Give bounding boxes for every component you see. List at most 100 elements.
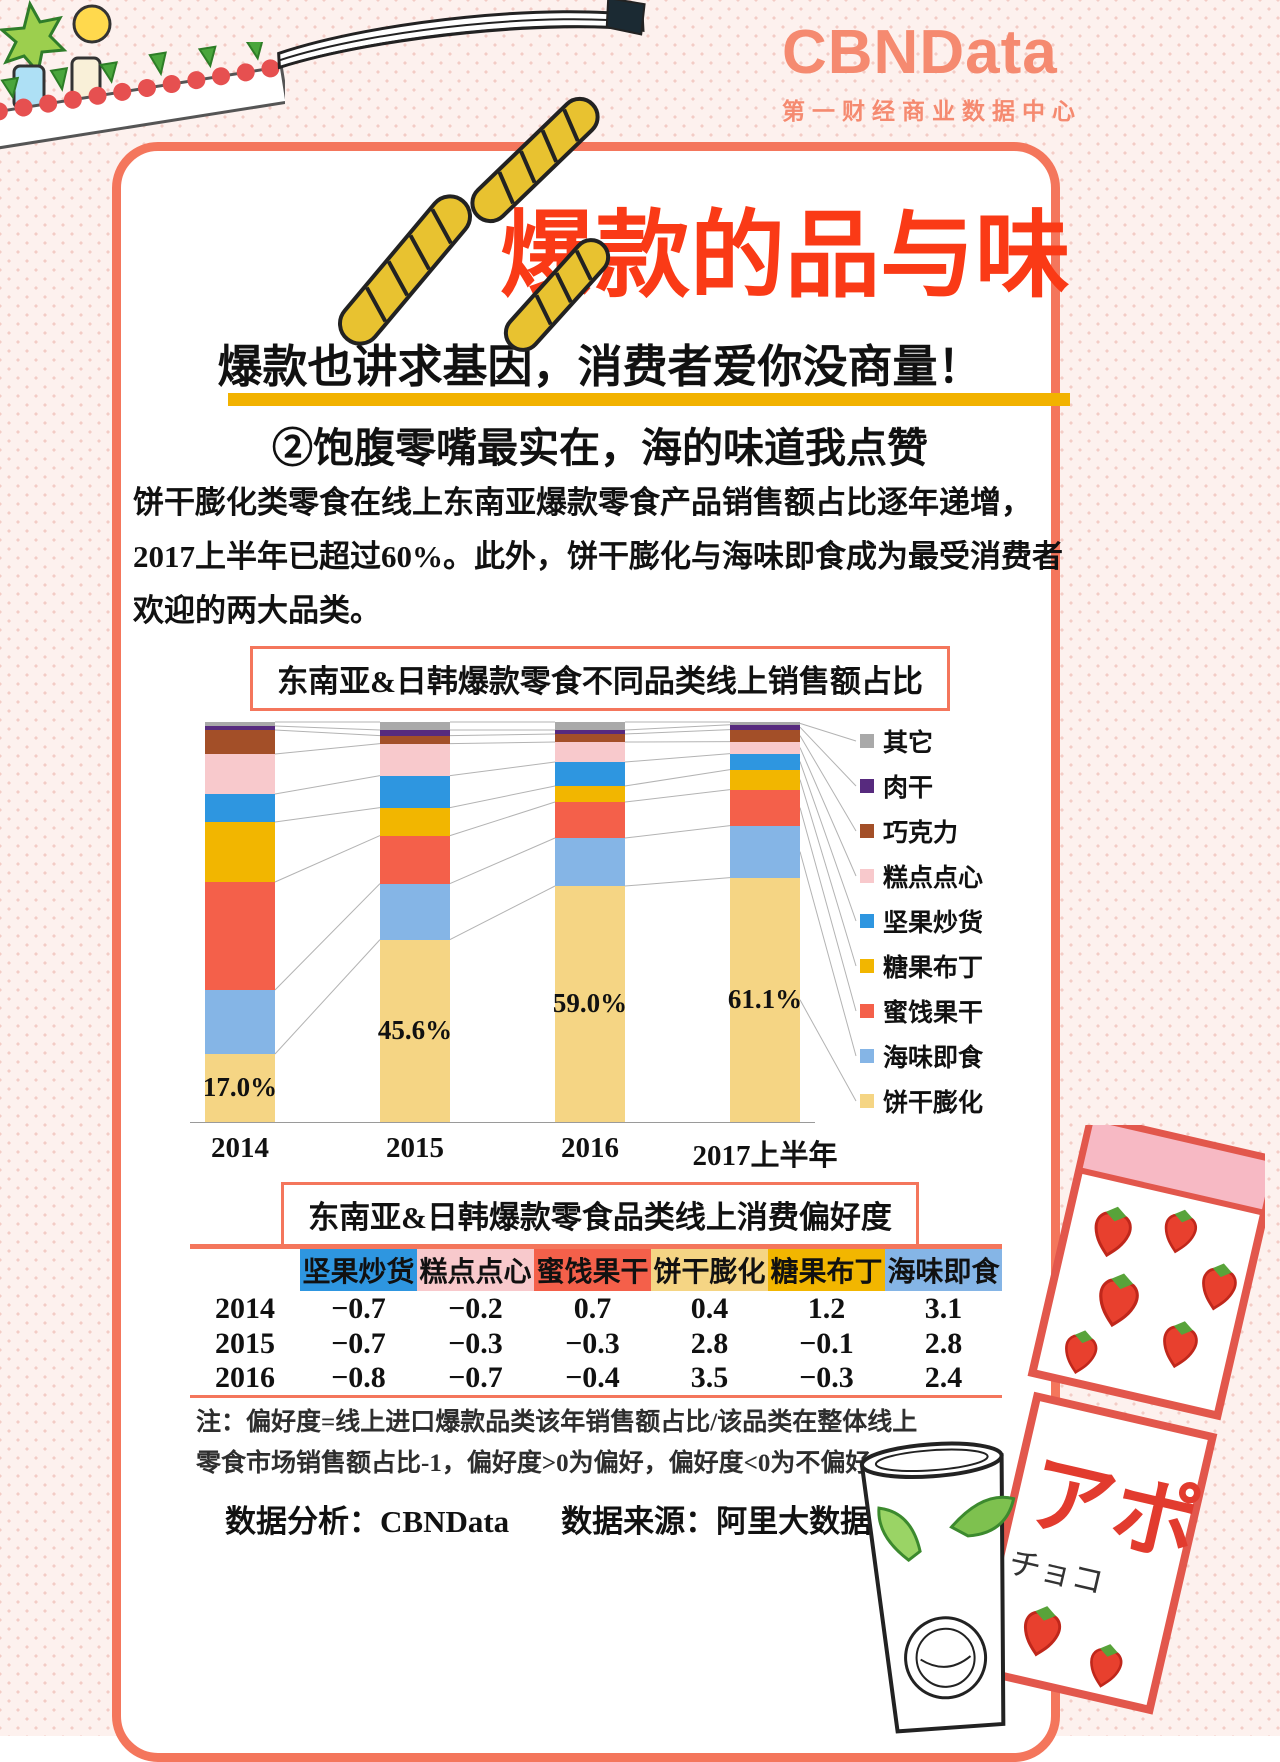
bridge-doodle: [0, 42, 285, 162]
pref-value-cell: −0.3: [417, 1326, 534, 1361]
legend-swatch: [860, 959, 874, 973]
bar-segment-坚果炒货: [205, 794, 275, 822]
legend-swatch: [860, 1049, 874, 1063]
legend-label: 坚果炒货: [883, 903, 983, 939]
pref-value-cell: −0.7: [300, 1291, 417, 1326]
bar-segment-蜜饯果干: [380, 836, 450, 884]
legend-item: 糖果布丁: [860, 951, 983, 981]
bar-segment-糕点点心: [555, 742, 625, 762]
footer-analysis: 数据分析：CBNData: [225, 1496, 509, 1541]
legend-swatch: [860, 734, 874, 748]
legend-label: 蜜饯果干: [883, 993, 983, 1029]
legend-label: 糖果布丁: [883, 948, 983, 984]
pref-column-header: 糖果布丁: [768, 1247, 885, 1292]
bar-segment-海味即食: [205, 990, 275, 1054]
pref-value-cell: 0.7: [534, 1291, 651, 1326]
chart2-title: 东南亚&日韩爆款零食品类线上消费偏好度: [281, 1182, 919, 1247]
x-axis-label: 2014: [160, 1132, 320, 1165]
chart1-title-wrap: 东南亚&日韩爆款零食不同品类线上销售额占比: [140, 646, 1060, 711]
x-axis-label: 2017上半年: [685, 1132, 845, 1174]
bar-segment-其它: [205, 722, 275, 726]
bar-segment-坚果炒货: [555, 762, 625, 786]
bar-data-label: 61.1%: [720, 984, 810, 1015]
pref-value-cell: 2.8: [651, 1326, 768, 1361]
pref-column-header: 糕点点心: [417, 1247, 534, 1292]
pref-value-cell: 0.4: [651, 1291, 768, 1326]
bar-data-label: 45.6%: [370, 1015, 460, 1046]
section-title: ②饱腹零嘴最实在，海的味道我点赞: [140, 414, 1060, 474]
bar-data-label: 59.0%: [545, 988, 635, 1019]
bar-segment-糕点点心: [205, 754, 275, 794]
pref-value-cell: −0.7: [300, 1326, 417, 1361]
pref-value-cell: −0.8: [300, 1361, 417, 1397]
bar-segment-海味即食: [555, 838, 625, 886]
bar-segment-蜜饯果干: [205, 882, 275, 990]
legend-item: 巧克力: [860, 816, 958, 846]
legend-swatch: [860, 869, 874, 883]
bar-segment-糖果布丁: [730, 770, 800, 790]
legend-swatch: [860, 1004, 874, 1018]
bar-segment-巧克力: [555, 734, 625, 742]
bar-segment-糖果布丁: [205, 822, 275, 882]
legend-item: 海味即食: [860, 1041, 983, 1071]
pref-column-header: 坚果炒货: [300, 1247, 417, 1292]
legend-swatch: [860, 1094, 874, 1108]
pref-row-year: 2015: [190, 1326, 300, 1361]
bar-segment-其它: [380, 722, 450, 730]
intro-paragraph: 饼干膨化类零食在线上东南亚爆款零食产品销售额占比逐年递增，2017上半年已超过6…: [133, 476, 1081, 638]
pref-column-header: 蜜饯果干: [534, 1247, 651, 1292]
legend-item: 糕点点心: [860, 861, 983, 891]
cbndata-logo: CBNData 第一财经商业数据中心: [782, 22, 1082, 126]
bar-segment-其它: [730, 722, 800, 725]
pref-row-year: 2016: [190, 1361, 300, 1397]
bar-data-label: 17.0%: [195, 1072, 285, 1103]
legend-item: 饼干膨化: [860, 1086, 983, 1116]
bar-segment-海味即食: [730, 826, 800, 878]
bar-segment-巧克力: [730, 730, 800, 742]
legend-label: 其它: [883, 723, 933, 759]
bar-segment-海味即食: [380, 884, 450, 940]
bar-segment-蜜饯果干: [730, 790, 800, 826]
legend-swatch: [860, 824, 874, 838]
legend-label: 巧克力: [883, 813, 958, 849]
chart2-title-wrap: 东南亚&日韩爆款零食品类线上消费偏好度: [140, 1182, 1060, 1247]
bar-segment-肉干: [730, 725, 800, 730]
x-axis: [190, 1122, 815, 1123]
pref-corner-cell: [190, 1247, 300, 1292]
pref-value-cell: 3.5: [651, 1361, 768, 1397]
x-axis-label: 2015: [335, 1132, 495, 1165]
bar-segment-巧克力: [205, 730, 275, 754]
footer: 数据分析：CBNData 数据来源：阿里大数据: [225, 1496, 871, 1541]
bar-segment-糕点点心: [380, 744, 450, 776]
legend-item: 蜜饯果干: [860, 996, 983, 1026]
legend-swatch: [860, 779, 874, 793]
stacked-bar-chart: 17.0% 2014 45.6% 2015 59.0% 2016 61.1% 2017上半年 其…: [160, 712, 1040, 1182]
pref-value-cell: −0.1: [768, 1326, 885, 1361]
bar-segment-糕点点心: [730, 742, 800, 754]
pref-value-cell: 1.2: [768, 1291, 885, 1326]
pref-header-row: 坚果炒货糕点点心蜜饯果干饼干膨化糖果布丁海味即食: [190, 1247, 1002, 1292]
bar-segment-巧克力: [380, 736, 450, 744]
legend-item: 其它: [860, 726, 933, 756]
bar-segment-坚果炒货: [730, 754, 800, 770]
x-axis-label: 2016: [510, 1132, 670, 1165]
bar-segment-蜜饯果干: [555, 802, 625, 838]
bar-segment-肉干: [205, 726, 275, 730]
pref-value-cell: −0.2: [417, 1291, 534, 1326]
logo-subtitle: 第一财经商业数据中心: [782, 92, 1082, 126]
pref-value-cell: −0.4: [534, 1361, 651, 1397]
paper-cup-doodle: [815, 1418, 1065, 1736]
legend-label: 饼干膨化: [883, 1083, 983, 1119]
logo-title: CBNData: [782, 22, 1082, 84]
pref-value-cell: −0.7: [417, 1361, 534, 1397]
bar-segment-肉干: [555, 730, 625, 734]
chart1-title: 东南亚&日韩爆款零食不同品类线上销售额占比: [250, 646, 950, 711]
legend-label: 肉干: [883, 768, 933, 804]
bar-segment-肉干: [380, 730, 450, 736]
pref-column-header: 饼干膨化: [651, 1247, 768, 1292]
